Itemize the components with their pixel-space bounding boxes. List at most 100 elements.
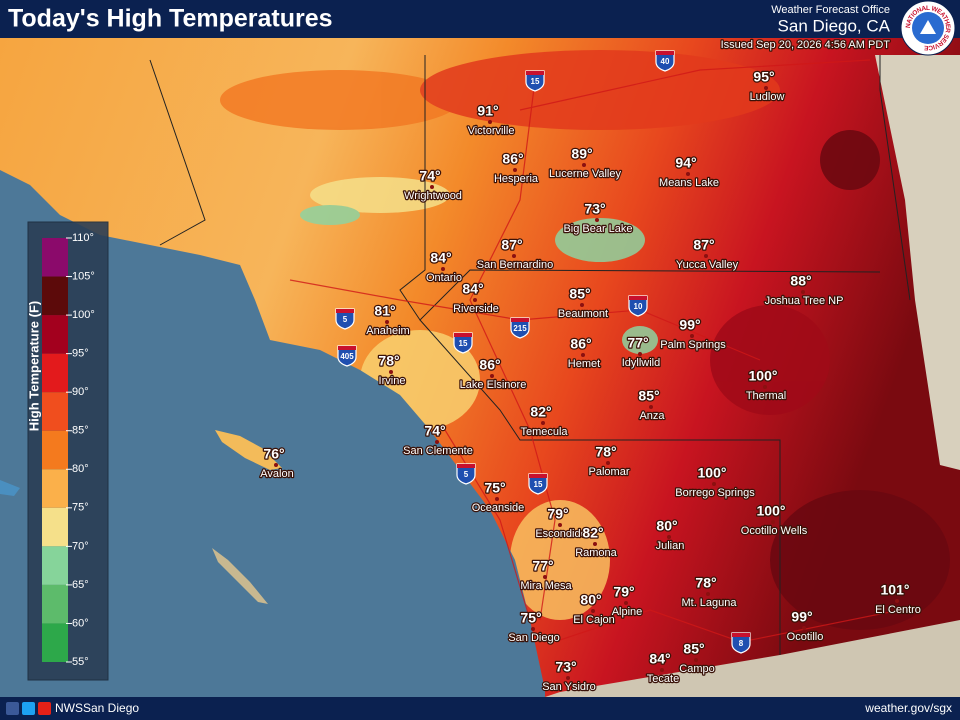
city-dot <box>706 592 710 596</box>
legend-bar: 110° 105° 100° 95° 90° 85° 80° 75° 70° 65° 60° 55° <box>42 232 95 668</box>
city-temp: 77° <box>627 335 648 351</box>
website: weather.gov/sgx <box>864 701 952 715</box>
city-name: Lucerne Valley <box>549 168 621 180</box>
legend-tick-label: 70° <box>72 540 89 552</box>
highway-number: 5 <box>343 315 348 324</box>
city-dot <box>541 421 545 425</box>
city-temp: 85° <box>638 388 659 404</box>
highway-number: 40 <box>661 57 670 66</box>
city-temp: 82° <box>582 525 603 541</box>
city-name: Ocotillo Wells <box>741 525 808 537</box>
shield-shape <box>655 50 675 72</box>
city-temp: 78° <box>695 575 716 591</box>
legend-tick-label: 110° <box>72 232 94 244</box>
city-dot <box>441 267 445 271</box>
city-temp: 99° <box>791 609 812 625</box>
city-temp: 99° <box>679 317 700 333</box>
office-label: Weather Forecast Office <box>771 4 890 16</box>
highway-number: 5 <box>464 470 469 479</box>
youtube-icon[interactable] <box>38 702 51 715</box>
city-name: Escondido <box>535 528 586 540</box>
title: Today's High Temperatures <box>8 5 333 33</box>
city-dot <box>704 254 708 258</box>
city-name: El Cajon <box>573 614 615 626</box>
island <box>212 548 268 604</box>
city-temp: 75° <box>484 480 505 496</box>
shield-band <box>336 309 354 313</box>
shield-band <box>732 633 750 637</box>
city-temp: 74° <box>419 168 440 184</box>
city-temp: 101° <box>881 582 910 598</box>
shield-band <box>457 464 475 468</box>
highway-number: 15 <box>531 77 540 86</box>
county-lines <box>149 55 911 655</box>
city-name: Thermal <box>746 390 786 402</box>
city-temp: 81° <box>374 303 395 319</box>
legend-title: High Temperature (F) <box>26 301 41 432</box>
legend-tick-label: 100° <box>72 309 95 321</box>
city-name: Borrego Springs <box>675 487 755 499</box>
highway-number: 405 <box>340 352 354 361</box>
city-dot <box>801 290 805 294</box>
shield-band <box>629 296 647 300</box>
highway-shield: 8 <box>731 632 751 654</box>
city-name: Ontario <box>426 272 462 284</box>
legend-swatch <box>42 623 68 662</box>
highway-number: 215 <box>513 324 527 333</box>
legend-tick-label: 85° <box>72 425 89 437</box>
city-temp: 86° <box>502 151 523 167</box>
legend-tick-label: 65° <box>72 579 89 591</box>
city-name: Tecate <box>647 673 679 685</box>
shield-band <box>529 474 547 478</box>
city-dot <box>802 626 806 630</box>
city-temp: 88° <box>790 273 811 289</box>
city-dot <box>580 303 584 307</box>
city-dot <box>686 172 690 176</box>
city-temp: 76° <box>263 446 284 462</box>
legend-tick-label: 90° <box>72 386 89 398</box>
city-name: San Diego <box>508 632 559 644</box>
city-temp: 100° <box>757 503 786 519</box>
city-name: Ramona <box>575 547 617 559</box>
city-temp: 94° <box>675 155 696 171</box>
shield-band <box>454 333 472 337</box>
city-dot <box>660 668 664 672</box>
highway-shield: 10 <box>628 295 648 317</box>
city-name: Big Bear Lake <box>563 223 632 235</box>
city-name: Idyllwild <box>622 357 661 369</box>
city-dot <box>694 658 698 662</box>
city-temp: 87° <box>693 237 714 253</box>
city-temp: 78° <box>595 444 616 460</box>
shield-band <box>511 318 529 322</box>
shield-band <box>656 51 674 55</box>
city-name: Hemet <box>568 358 600 370</box>
legend-tick-label: 80° <box>72 463 89 475</box>
city-temp: 86° <box>479 357 500 373</box>
shield-shape <box>525 70 545 92</box>
city-name: Hesperia <box>494 173 539 185</box>
legend-swatch <box>42 584 68 624</box>
city-temp: 84° <box>462 281 483 297</box>
city-dot <box>430 185 434 189</box>
city-name: Campo <box>679 663 714 675</box>
city-dot <box>435 440 439 444</box>
city-dot <box>531 627 535 631</box>
city-dot <box>558 523 562 527</box>
places: 40 15 10 5 405 15 215 5 15 8 95° Ludlow 91° Victorvil… <box>259 50 922 694</box>
city-dot <box>649 405 653 409</box>
legend-swatch <box>42 507 68 547</box>
city-name: Anza <box>639 410 665 422</box>
twitter-icon[interactable] <box>22 702 35 715</box>
city-dot <box>582 163 586 167</box>
legend-swatch <box>42 469 68 508</box>
facebook-icon[interactable] <box>6 702 19 715</box>
city-name: Anaheim <box>366 325 409 337</box>
city-name: Wrightwood <box>404 190 462 202</box>
city-name: San Ysidro <box>542 681 596 693</box>
city-temp: 82° <box>530 404 551 420</box>
city-name: Avalon <box>260 468 293 480</box>
city-name: San Bernardino <box>477 259 553 271</box>
shield-shape <box>453 332 473 354</box>
legend-tick-label: 60° <box>72 617 89 629</box>
city-temp: 85° <box>683 641 704 657</box>
